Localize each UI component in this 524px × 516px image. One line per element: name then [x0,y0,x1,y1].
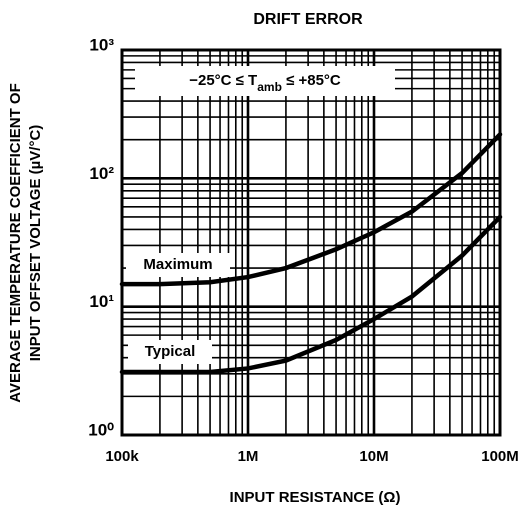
chart-title: DRIFT ERROR [253,11,363,28]
x-tick-label: 100M [481,448,519,465]
annotation-part: ≤ +85°C [282,72,341,89]
x-tick-label: 100k [105,448,139,465]
annotation-part: −25°C ≤ T [189,72,257,89]
annotation-box [135,66,395,96]
y-tick-label: 10¹ [89,292,114,311]
series-line [119,132,503,287]
legend-box [126,253,230,277]
legend-label: Typical [145,343,196,360]
legend-label: Maximum [143,256,212,273]
y-axis-label-line: AVERAGE TEMPERATURE COEFFICIENT OF [7,83,24,402]
x-axis-label: INPUT RESISTANCE (Ω) [230,489,401,506]
y-tick-label: 10² [89,164,114,183]
annotation-part: amb [257,80,282,94]
plot-frame [120,48,502,437]
y-tick-label: 10⁰ [88,420,114,439]
y-tick-label: 10³ [89,35,114,54]
y-axis-label: AVERAGE TEMPERATURE COEFFICIENT OF INPUT… [7,83,44,402]
annotation: −25°C ≤ Tamb ≤ +85°C [189,72,341,94]
legend-box [128,340,212,364]
x-tick-label: 1M [238,448,259,465]
series-line [119,214,503,375]
x-tick-label: 10M [359,448,388,465]
y-axis-label-line: INPUT OFFSET VOLTAGE (µV/°C) [27,125,44,362]
